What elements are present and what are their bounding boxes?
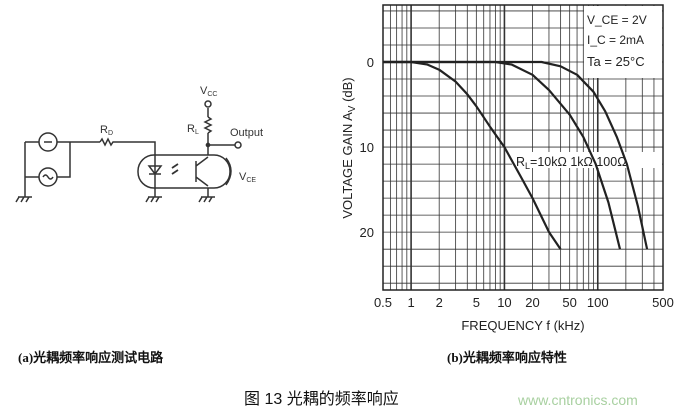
x-tick-label: 0.5 xyxy=(374,295,392,310)
condition-vce: V_CE = 2V xyxy=(587,13,647,27)
condition-ta: Ta = 25°C xyxy=(587,54,645,69)
ac-source-icon xyxy=(38,167,58,187)
resistor-rl-icon xyxy=(203,116,213,134)
dc-source-icon xyxy=(38,132,58,152)
watermark: www.cntronics.com xyxy=(518,392,638,408)
rd-label: RD xyxy=(100,124,113,137)
caption-a: (a)光耦频率响应测试电路 xyxy=(18,350,164,365)
ac-source-symbol xyxy=(42,174,54,180)
y-tick-label: 0 xyxy=(367,55,374,70)
x-tick-label: 20 xyxy=(525,295,539,310)
x-tick-label: 10 xyxy=(497,295,511,310)
vce-arc xyxy=(225,157,232,186)
figure-caption: 图 13 光耦的频率响应 xyxy=(244,391,399,408)
x-tick-label: 500 xyxy=(652,295,674,310)
plot-frame xyxy=(382,4,664,291)
led-icon xyxy=(147,165,163,176)
light-arrows-icon xyxy=(171,163,179,175)
ground-icon xyxy=(145,196,162,203)
output-terminal-icon xyxy=(234,141,242,149)
x-tick-label: 50 xyxy=(562,295,576,310)
grid xyxy=(382,5,664,290)
vcc-terminal-icon xyxy=(204,100,212,108)
optocoupler-body xyxy=(137,154,231,189)
curves xyxy=(383,60,649,250)
frequency-response-chart: V_CE = 2V I_C = 2mA Ta = 25°C RL=10kΩ 1k… xyxy=(340,4,674,333)
test-circuit xyxy=(15,100,242,203)
curve-10kohm xyxy=(383,60,562,250)
conditions-box xyxy=(584,6,662,78)
x-tick-label: 1 xyxy=(407,295,414,310)
y-tick-label: 10 xyxy=(360,140,374,155)
caption-b: (b)光耦频率响应特性 xyxy=(447,350,567,365)
vce-label: VCE xyxy=(239,171,256,184)
x-tick-label: 5 xyxy=(473,295,480,310)
condition-ic: I_C = 2mA xyxy=(587,33,644,47)
x-axis-label: FREQUENCY f (kHz) xyxy=(461,318,584,333)
y-axis-label: VOLTAGE GAIN AV (dB) xyxy=(340,77,358,218)
phototransistor-icon xyxy=(195,156,209,187)
x-tick-label: 100 xyxy=(587,295,609,310)
x-tick-label: 2 xyxy=(436,295,443,310)
ground-icon xyxy=(198,196,215,203)
y-tick-label: 20 xyxy=(360,225,374,240)
ground-icon xyxy=(15,196,32,203)
curve-100ohm xyxy=(383,60,649,250)
junction-dot xyxy=(205,142,211,148)
series-label: RL=10kΩ 1kΩ 100Ω xyxy=(516,155,627,171)
rl-label: RL xyxy=(187,123,199,136)
vcc-label: VCC xyxy=(200,85,217,98)
curve-1kohm xyxy=(383,60,622,250)
resistor-rd-icon xyxy=(99,137,115,147)
output-label: Output xyxy=(230,127,263,139)
